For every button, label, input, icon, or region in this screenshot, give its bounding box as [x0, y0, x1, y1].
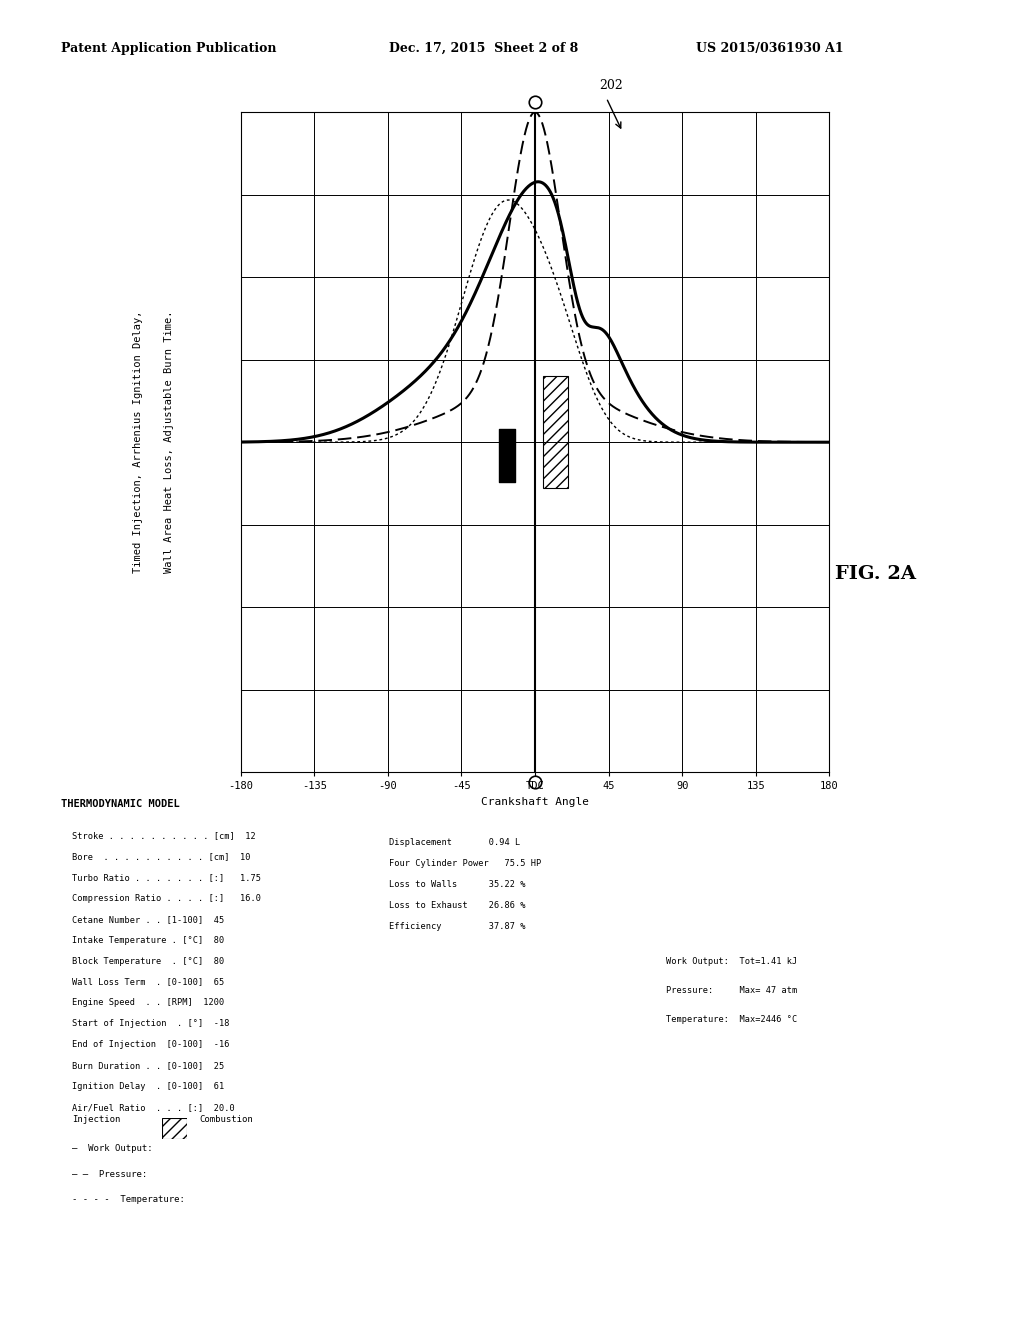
Text: Stroke . . . . . . . . . . [cm]  12: Stroke . . . . . . . . . . [cm] 12 — [72, 832, 255, 841]
Text: Pressure:     Max= 47 atm: Pressure: Max= 47 atm — [666, 986, 797, 995]
Text: Four Cylinder Power   75.5 HP: Four Cylinder Power 75.5 HP — [389, 859, 542, 869]
Text: Timed Injection, Arrhenius Ignition Delay,: Timed Injection, Arrhenius Ignition Dela… — [133, 312, 143, 573]
Text: Wall Loss Term  . [0-100]  65: Wall Loss Term . [0-100] 65 — [72, 978, 224, 986]
Text: Start of Injection  . [°]  -18: Start of Injection . [°] -18 — [72, 1019, 229, 1028]
Text: Air/Fuel Ratio  . . . [:]  20.0: Air/Fuel Ratio . . . [:] 20.0 — [72, 1102, 234, 1111]
Text: Injection: Injection — [72, 1115, 120, 1125]
Text: End of Injection  [0-100]  -16: End of Injection [0-100] -16 — [72, 1040, 229, 1049]
Text: Dec. 17, 2015  Sheet 2 of 8: Dec. 17, 2015 Sheet 2 of 8 — [389, 42, 579, 55]
Text: Turbo Ratio . . . . . . . [:]   1.75: Turbo Ratio . . . . . . . [:] 1.75 — [72, 874, 261, 882]
Text: Work Output:  Tot=1.41 kJ: Work Output: Tot=1.41 kJ — [666, 957, 797, 966]
Text: Ignition Delay  . [0-100]  61: Ignition Delay . [0-100] 61 — [72, 1082, 224, 1090]
Text: Compression Ratio . . . . [:]   16.0: Compression Ratio . . . . [:] 16.0 — [72, 894, 261, 903]
Text: — —  Pressure:: — — Pressure: — [72, 1170, 146, 1179]
Text: Engine Speed  . . [RPM]  1200: Engine Speed . . [RPM] 1200 — [72, 998, 224, 1007]
Text: Block Temperature  . [°C]  80: Block Temperature . [°C] 80 — [72, 957, 224, 966]
Text: Wall Area Heat Loss, Adjustable Burn Time.: Wall Area Heat Loss, Adjustable Burn Tim… — [164, 312, 174, 573]
X-axis label: Crankshaft Angle: Crankshaft Angle — [481, 797, 589, 807]
Text: Patent Application Publication: Patent Application Publication — [61, 42, 276, 55]
Text: 202: 202 — [599, 79, 623, 92]
Text: Cetane Number . . [1-100]  45: Cetane Number . . [1-100] 45 — [72, 915, 224, 924]
Text: THERMODYNAMIC MODEL: THERMODYNAMIC MODEL — [61, 799, 180, 809]
Text: FIG. 2A: FIG. 2A — [835, 565, 916, 583]
Text: Loss to Exhaust    26.86 %: Loss to Exhaust 26.86 % — [389, 900, 525, 909]
Text: Burn Duration . . [0-100]  25: Burn Duration . . [0-100] 25 — [72, 1061, 224, 1071]
Text: —  Work Output:: — Work Output: — [72, 1144, 153, 1154]
Text: - - - -  Temperature:: - - - - Temperature: — [72, 1195, 184, 1204]
Text: Efficiency         37.87 %: Efficiency 37.87 % — [389, 921, 525, 931]
Text: Intake Temperature . [°C]  80: Intake Temperature . [°C] 80 — [72, 936, 224, 945]
Bar — [543, 376, 567, 488]
Text: Bore  . . . . . . . . . . [cm]  10: Bore . . . . . . . . . . [cm] 10 — [72, 853, 250, 862]
Text: Combustion: Combustion — [200, 1115, 253, 1125]
Text: Displacement       0.94 L: Displacement 0.94 L — [389, 838, 520, 847]
Text: US 2015/0361930 A1: US 2015/0361930 A1 — [696, 42, 844, 55]
Text: Loss to Walls      35.22 %: Loss to Walls 35.22 % — [389, 880, 525, 888]
Text: Temperature:  Max=2446 °C: Temperature: Max=2446 °C — [666, 1015, 797, 1024]
